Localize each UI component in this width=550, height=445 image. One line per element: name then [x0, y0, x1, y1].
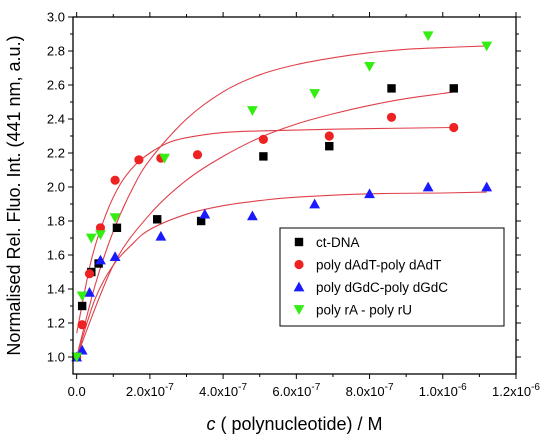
data-point	[77, 301, 87, 311]
data-point	[85, 233, 97, 244]
x-tick-label-base: 6.0x10	[272, 384, 311, 399]
data-point	[109, 213, 121, 223]
data-point	[422, 181, 434, 192]
x-tick-label-exponent: -7	[165, 382, 174, 393]
data-point	[324, 131, 334, 141]
y-tick-label: 2.8	[47, 44, 65, 59]
y-tick-label: 2.4	[47, 112, 65, 127]
data-point	[95, 223, 106, 233]
data-point	[481, 181, 493, 192]
data-point	[84, 269, 95, 279]
fit-curve	[76, 191, 487, 358]
data-point	[387, 84, 396, 93]
data-point	[109, 251, 121, 262]
x-tick-label-base: 4.0x10	[199, 384, 238, 399]
y-tick-label: 1.2	[47, 316, 65, 331]
x-tick-label: 1.0x10-6	[419, 382, 467, 399]
x-tick-label-exponent: -6	[458, 382, 467, 393]
x-tick-label-exponent: -7	[385, 382, 394, 393]
legend-marker	[294, 259, 304, 270]
legend-marker	[293, 281, 305, 292]
x-tick-label-base: 1.2x10	[492, 384, 531, 399]
y-tick-label: 1.4	[47, 282, 65, 297]
axis-tick-labels: 0.0 2.0x10-7 4.0x10-7 6.0x10-7 8.0x10-7 1.0x1…	[47, 10, 540, 400]
data-point	[325, 142, 334, 151]
data-markers	[71, 31, 493, 363]
y-tick-label: 1.6	[47, 248, 65, 263]
legend: ct-DNA poly dAdT-poly dAdT poly dGdC-poly …	[279, 227, 505, 327]
legend-marker	[294, 237, 304, 247]
data-point	[159, 153, 170, 164]
x-tick-label-exponent: -7	[311, 382, 320, 393]
data-point	[76, 291, 88, 302]
x-tick-label-exponent: -7	[238, 382, 247, 393]
data-point	[76, 344, 88, 355]
x-tick-label-base: 0.0	[68, 384, 86, 399]
fit-curve	[76, 126, 454, 334]
data-point	[259, 152, 268, 161]
data-point	[364, 61, 375, 72]
data-point	[155, 230, 167, 241]
data-point	[71, 352, 83, 363]
legend-label: ct-DNA	[316, 235, 360, 250]
y-tick-label: 1.8	[47, 214, 65, 229]
data-point	[309, 89, 321, 99]
x-tick-label: 1.2x10-6	[492, 382, 540, 399]
data-point	[246, 106, 258, 116]
data-point	[199, 208, 211, 219]
x-tick-label-base: 1.0x10	[419, 384, 458, 399]
data-point	[309, 198, 321, 209]
data-point	[449, 84, 458, 93]
data-point	[246, 210, 258, 221]
y-tick-label: 1.0	[47, 350, 65, 365]
legend-label: poly rA - poly rU	[316, 303, 412, 318]
axis-ticks	[68, 12, 521, 379]
data-point	[481, 41, 493, 52]
data-point	[77, 320, 87, 330]
data-point	[134, 155, 144, 165]
x-axis-title-rest: ( polynucleotide) / M	[215, 414, 382, 434]
data-point	[422, 31, 434, 42]
legend-label: poly dGdC-poly dGdC	[316, 280, 448, 295]
x-axis-variable: c	[206, 414, 215, 434]
legend-label: poly dAdT-poly dAdT	[316, 258, 441, 273]
y-tick-label: 2.6	[47, 78, 65, 93]
y-axis-title: Normalised Rel. Fluo. Int. (441 nm, a.u.…	[4, 35, 24, 355]
y-tick-label: 3.0	[47, 10, 65, 25]
legend-box	[279, 227, 505, 327]
data-point	[386, 112, 397, 122]
x-tick-label: 2.0x10-7	[126, 382, 174, 399]
data-point	[192, 150, 203, 160]
y-tick-label: 2.2	[47, 146, 65, 161]
x-tick-label-exponent: -6	[531, 382, 540, 393]
x-tick-label: 6.0x10-7	[272, 382, 320, 399]
y-tick-label: 2.0	[47, 180, 65, 195]
x-tick-label-base: 2.0x10	[126, 384, 165, 399]
x-tick-label: 4.0x10-7	[199, 382, 247, 399]
x-axis-title: c ( polynucleotide) / M	[206, 414, 382, 434]
plot-frame	[72, 16, 517, 375]
x-tick-label: 8.0x10-7	[346, 382, 394, 399]
data-point	[95, 230, 106, 240]
x-tick-label: 0.0	[68, 384, 86, 399]
data-point	[196, 216, 206, 226]
data-point	[449, 122, 459, 133]
data-point	[112, 223, 122, 232]
fit-curve	[76, 91, 454, 358]
data-point	[95, 254, 106, 265]
legend-marker	[293, 305, 305, 315]
data-point	[110, 175, 120, 185]
data-point	[153, 215, 162, 224]
data-point	[258, 134, 268, 144]
data-point	[364, 188, 375, 199]
x-tick-label-base: 8.0x10	[346, 384, 385, 399]
data-point	[84, 287, 95, 297]
